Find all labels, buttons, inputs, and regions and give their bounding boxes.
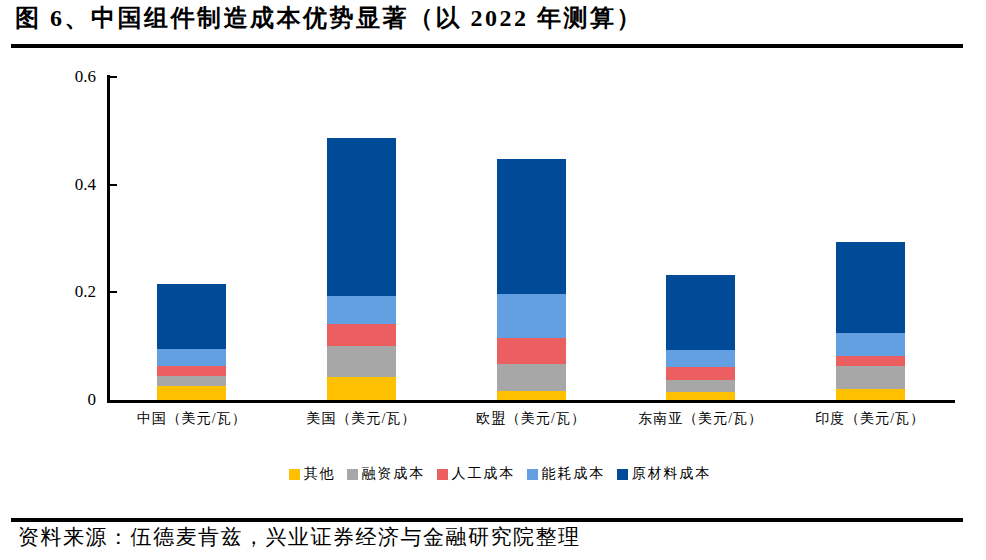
bar-segment-能耗成本-美国（美元/瓦） (327, 296, 396, 324)
bar-segment-其他-东南亚（美元/瓦） (666, 392, 735, 400)
x-category-label-美国（美元/瓦）: 美国（美元/瓦） (277, 410, 447, 428)
bar-segment-人工成本-东南亚（美元/瓦） (666, 367, 735, 379)
legend-item-人工成本: 人工成本 (437, 465, 516, 483)
x-category-label-东南亚（美元/瓦）: 东南亚（美元/瓦） (616, 410, 786, 428)
bar-segment-其他-美国（美元/瓦） (327, 377, 396, 400)
y-tick-label-0.4: 0.4 (36, 176, 96, 194)
x-category-label-印度（美元/瓦）: 印度（美元/瓦） (785, 410, 955, 428)
y-tick-mark (110, 76, 117, 78)
legend-item-原材料成本: 原材料成本 (617, 465, 712, 483)
cost-bar-chart: 0 0.2 0.4 0.6 中国（美元/瓦）美国（美元/瓦）欧盟（美元/瓦）东南亚（美元… (0, 0, 986, 460)
legend-label: 融资成本 (362, 465, 426, 483)
bar-segment-融资成本-东南亚（美元/瓦） (666, 380, 735, 393)
x-category-label-中国（美元/瓦）: 中国（美元/瓦） (107, 410, 277, 428)
legend-label: 原材料成本 (632, 465, 712, 483)
chart-legend: 其他 融资成本 人工成本 能耗成本 原材料成本 (14, 465, 986, 483)
x-axis-line (107, 400, 955, 403)
bar-segment-其他-欧盟（美元/瓦） (497, 391, 566, 400)
bar-segment-人工成本-中国（美元/瓦） (157, 366, 226, 377)
bar-segment-能耗成本-东南亚（美元/瓦） (666, 350, 735, 367)
bar-segment-原材料成本-美国（美元/瓦） (327, 138, 396, 295)
bar-segment-融资成本-美国（美元/瓦） (327, 346, 396, 377)
bar-segment-能耗成本-中国（美元/瓦） (157, 349, 226, 365)
bar-segment-人工成本-欧盟（美元/瓦） (497, 338, 566, 365)
y-tick-mark (110, 291, 117, 293)
bar-segment-原材料成本-东南亚（美元/瓦） (666, 275, 735, 350)
y-axis-line (107, 75, 110, 403)
legend-swatch-icon (437, 469, 448, 480)
legend-label: 其他 (304, 465, 336, 483)
bar-segment-人工成本-印度（美元/瓦） (836, 356, 905, 366)
bar-segment-能耗成本-印度（美元/瓦） (836, 333, 905, 356)
legend-swatch-icon (617, 469, 628, 480)
footer-divider (11, 518, 963, 522)
legend-item-能耗成本: 能耗成本 (527, 465, 606, 483)
y-tick-label-0.6: 0.6 (36, 68, 96, 86)
x-category-label-欧盟（美元/瓦）: 欧盟（美元/瓦） (446, 410, 616, 428)
legend-item-其他: 其他 (289, 465, 336, 483)
y-tick-label-0.2: 0.2 (36, 283, 96, 301)
legend-swatch-icon (347, 469, 358, 480)
bar-segment-原材料成本-欧盟（美元/瓦） (497, 159, 566, 295)
bar-segment-原材料成本-中国（美元/瓦） (157, 284, 226, 350)
legend-swatch-icon (289, 469, 300, 480)
bar-segment-人工成本-美国（美元/瓦） (327, 324, 396, 347)
legend-item-融资成本: 融资成本 (347, 465, 426, 483)
bar-segment-其他-印度（美元/瓦） (836, 389, 905, 400)
y-tick-label-0: 0 (36, 391, 96, 409)
legend-label: 能耗成本 (542, 465, 606, 483)
bar-segment-融资成本-欧盟（美元/瓦） (497, 364, 566, 390)
bar-segment-融资成本-印度（美元/瓦） (836, 366, 905, 389)
bar-segment-原材料成本-印度（美元/瓦） (836, 242, 905, 334)
bar-segment-融资成本-中国（美元/瓦） (157, 376, 226, 386)
legend-swatch-icon (527, 469, 538, 480)
bar-segment-能耗成本-欧盟（美元/瓦） (497, 294, 566, 337)
y-tick-mark (110, 184, 117, 186)
legend-label: 人工成本 (452, 465, 516, 483)
bar-segment-其他-中国（美元/瓦） (157, 386, 226, 400)
source-note: 资料来源：伍德麦肯兹，兴业证券经济与金融研究院整理 (18, 524, 581, 551)
